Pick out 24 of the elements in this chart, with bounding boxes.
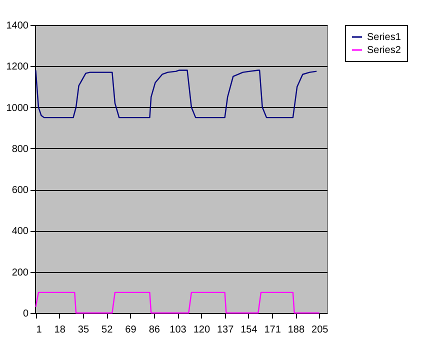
x-tick-label: 1 xyxy=(36,324,42,336)
x-tick-label: 69 xyxy=(125,324,137,336)
y-tick-label: 1000 xyxy=(6,102,29,114)
y-tick-label: 200 xyxy=(12,267,29,278)
y-tick-label: 600 xyxy=(12,185,29,196)
x-tick-label: 86 xyxy=(148,324,160,336)
y-tick-label: 1200 xyxy=(6,62,29,73)
x-tick-label: 154 xyxy=(240,324,258,336)
x-tick-label: 188 xyxy=(288,324,305,336)
y-tick-label: 800 xyxy=(12,144,29,155)
y-tick-label: 0 xyxy=(22,308,29,320)
line-series xyxy=(35,70,318,118)
legend-label: Series2 xyxy=(367,45,402,56)
x-tick-label: 18 xyxy=(54,324,66,336)
legend-label: Series1 xyxy=(367,32,402,43)
x-tick-label: 103 xyxy=(170,324,187,336)
x-tick-label: 205 xyxy=(312,324,329,336)
x-tick-label: 171 xyxy=(264,324,282,336)
x-tick-label: 52 xyxy=(102,324,114,336)
y-tick-label: 400 xyxy=(12,226,29,238)
x-tick-label: 120 xyxy=(193,324,210,336)
x-tick-label: 137 xyxy=(216,324,234,336)
y-tick-label: 1400 xyxy=(6,20,29,32)
x-tick-label: 35 xyxy=(78,324,90,336)
